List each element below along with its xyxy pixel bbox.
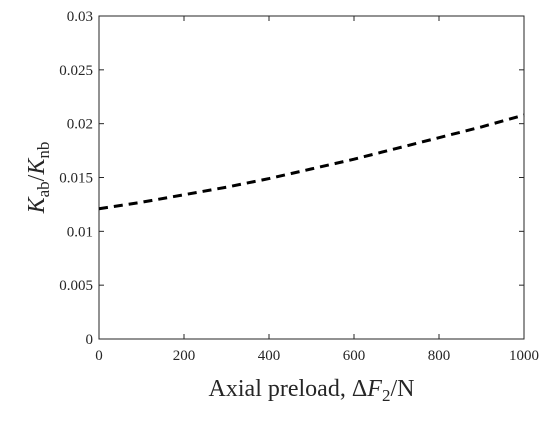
y-axis-label-num-sub: ab (34, 181, 53, 197)
y-tick-label: 0.03 (67, 9, 93, 25)
x-axis-label-subscript: 2 (382, 386, 391, 405)
x-tick-label: 800 (428, 348, 451, 364)
x-axis-label-symbol: F (366, 376, 382, 402)
x-tick-label: 200 (173, 348, 196, 364)
x-tick-label: 1000 (509, 348, 539, 364)
y-tick-label: 0.015 (59, 171, 93, 187)
y-tick-label: 0.01 (67, 224, 93, 240)
y-tick-label: 0.02 (67, 117, 93, 133)
x-axis-label-prefix: Axial preload, Δ (209, 376, 368, 402)
plot-area (98, 15, 525, 340)
y-tick-label: 0.025 (59, 63, 93, 79)
x-tick-label: 0 (95, 348, 103, 364)
x-tick-label: 600 (343, 348, 366, 364)
plot-frame (98, 15, 525, 340)
series-line (98, 113, 525, 211)
y-axis-label-num: K (24, 195, 50, 214)
y-axis-label-den-sub: nb (34, 142, 53, 159)
y-tick-label: 0 (86, 332, 94, 348)
y-axis-label: Kab/Knb (24, 142, 53, 215)
y-tick-label: 0.005 (59, 278, 93, 294)
y-axis: 0 0.005 0.01 0.015 0.02 0.025 0.03 (59, 9, 524, 348)
series-layer (98, 113, 525, 211)
x-axis: 0 200 400 600 800 1000 (95, 16, 539, 364)
x-axis-label: Axial preload, ΔF2/N (209, 376, 415, 405)
x-axis-label-suffix: /N (390, 376, 414, 402)
x-tick-label: 400 (258, 348, 281, 364)
y-axis-label-sep: / (24, 174, 50, 181)
y-axis-label-den: K (24, 157, 50, 176)
